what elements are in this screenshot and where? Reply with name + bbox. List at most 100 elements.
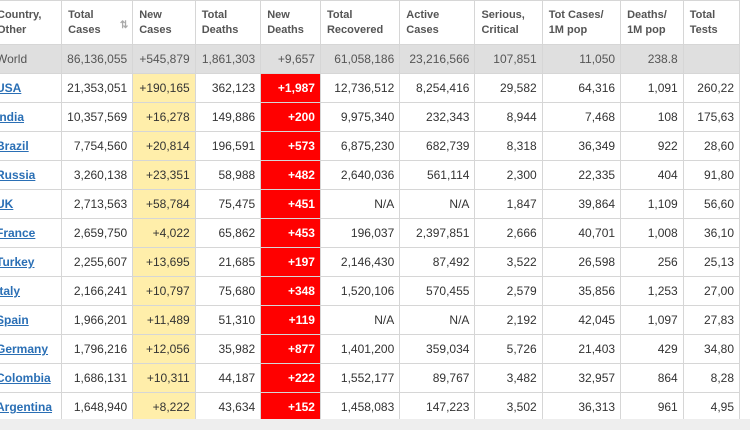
cell-total-deaths: 149,886 [194,102,262,132]
cell-tot-cases-per-1m: 40,701 [541,218,622,248]
country-link[interactable]: Spain [0,313,29,327]
cell-total-recovered: 12,736,512 [319,73,401,103]
cell-total-tests: 25,13 [682,247,741,277]
country-cell: India [0,102,63,132]
country-cell: France [0,218,63,248]
cell-total-tests: 28,60 [682,131,741,161]
sort-arrows-icon[interactable]: ⇅ [119,20,129,31]
country-link[interactable]: Turkey [0,255,35,269]
cell-new-cases: +23,351 [132,160,196,190]
cell-active-cases: 23,216,566 [399,44,476,74]
country-link[interactable]: Italy [0,284,21,298]
cell-deaths-per-1m: 1,097 [620,305,684,335]
cell-deaths-per-1m: 1,253 [620,276,684,306]
cell-serious-critical: 2,579 [474,276,543,306]
country-link[interactable]: Argentina [0,400,53,414]
cell-active-cases: 2,397,851 [399,218,476,248]
header-deaths-per-1m[interactable]: Deaths/1M pop [620,0,684,45]
header-active-cases[interactable]: Active Cases [399,0,476,45]
header-new-deaths[interactable]: New Deaths [260,0,321,45]
cell-total-tests: 34,80 [682,334,741,364]
cell-new-deaths: +1,987 [260,73,321,103]
cell-new-deaths: +197 [260,247,321,277]
cell-serious-critical: 1,847 [474,189,543,219]
cell-serious-critical: 2,192 [474,305,543,335]
cell-tot-cases-per-1m: 36,349 [541,131,622,161]
header-total-cases[interactable]: Total Cases ⇅ [61,0,134,45]
country-link[interactable]: India [0,110,25,124]
cell-total-recovered: 1,520,106 [319,276,401,306]
cell-total-recovered: 2,146,430 [319,247,401,277]
header-total-tests[interactable]: Total Tests [682,0,741,45]
cell-active-cases: 561,114 [399,160,476,190]
cell-new-cases: +10,797 [132,276,196,306]
country-link[interactable]: France [0,226,36,240]
cell-total-deaths: 65,862 [194,218,262,248]
country-link[interactable]: Brazil [0,139,29,153]
cell-total-recovered: 1,401,200 [319,334,401,364]
cell-new-deaths: +482 [260,160,321,190]
header-total-recovered[interactable]: Total Recovered [319,0,401,45]
cell-active-cases: 682,739 [399,131,476,161]
header-new-cases[interactable]: New Cases [132,0,196,45]
country-link[interactable]: USA [0,81,22,95]
cell-new-cases: +4,022 [132,218,196,248]
table-row: Italy 2,166,241+10,79775,680+3481,520,106… [0,276,741,306]
cell-total-tests: 27,83 [682,305,741,335]
world-label: World [0,44,63,74]
cell-new-cases: +545,879 [132,44,196,74]
country-cell: Spain [0,305,63,335]
cell-total-recovered: 2,640,036 [319,160,401,190]
country-link[interactable]: Colombia [0,371,51,385]
header-total-deaths[interactable]: Total Deaths [194,0,262,45]
table-row: Argentina 1,648,940 +8,222 43,634 +152 1,458,… [0,392,741,422]
country-cell: UK [0,189,63,219]
cell-total-cases: 3,260,138 [61,160,134,190]
cell-serious-critical: 3,522 [474,247,543,277]
cell-new-deaths: +453 [260,218,321,248]
bottom-scroll-strip [0,419,750,430]
cell-total-deaths: 362,123 [194,73,262,103]
cell-total-deaths: 43,634 [194,392,262,422]
cell-new-deaths: +348 [260,276,321,306]
cell-serious-critical: 2,300 [474,160,543,190]
cell-new-cases: +11,489 [132,305,196,335]
cell-tot-cases-per-1m: 36,313 [541,392,622,422]
table-row: Germany 1,796,216 +12,056 35,982 +877 1,401,2… [0,334,741,364]
cell-total-recovered: N/A [319,305,401,335]
world-row: World 86,136,055 +545,879 1,861,303 +9,6… [0,44,741,74]
cell-deaths-per-1m: 922 [620,131,684,161]
cell-total-cases: 1,648,940 [61,392,134,422]
country-link[interactable]: UK [0,197,14,211]
cell-deaths-per-1m: 256 [620,247,684,277]
cell-deaths-per-1m: 864 [620,363,684,393]
cell-tot-cases-per-1m: 22,335 [541,160,622,190]
header-country[interactable]: Country,Other [0,0,63,45]
header-tot-cases-per-1m[interactable]: Tot Cases/1M pop [541,0,622,45]
country-link[interactable]: Russia [0,168,36,182]
cell-new-deaths: +222 [260,363,321,393]
country-link[interactable]: Germany [0,342,49,356]
cell-total-recovered: 61,058,186 [319,44,401,74]
cell-tot-cases-per-1m: 21,403 [541,334,622,364]
cell-new-deaths: +573 [260,131,321,161]
cell-new-cases: +10,311 [132,363,196,393]
cell-total-recovered: 9,975,340 [319,102,401,132]
table-row: India 10,357,569+16,278149,886+2009,975,3… [0,102,741,132]
cell-serious-critical: 2,666 [474,218,543,248]
country-cell: Argentina [0,392,63,422]
cell-new-cases: +12,056 [132,334,196,364]
cell-deaths-per-1m: 1,091 [620,73,684,103]
cell-total-cases: 2,166,241 [61,276,134,306]
cell-new-cases: +190,165 [132,73,196,103]
header-serious-critical[interactable]: Serious, Critical [474,0,543,45]
cell-active-cases: 359,034 [399,334,476,364]
cell-total-tests: 56,60 [682,189,741,219]
cell-serious-critical: 3,502 [474,392,543,422]
cell-total-tests: 36,10 [682,218,741,248]
